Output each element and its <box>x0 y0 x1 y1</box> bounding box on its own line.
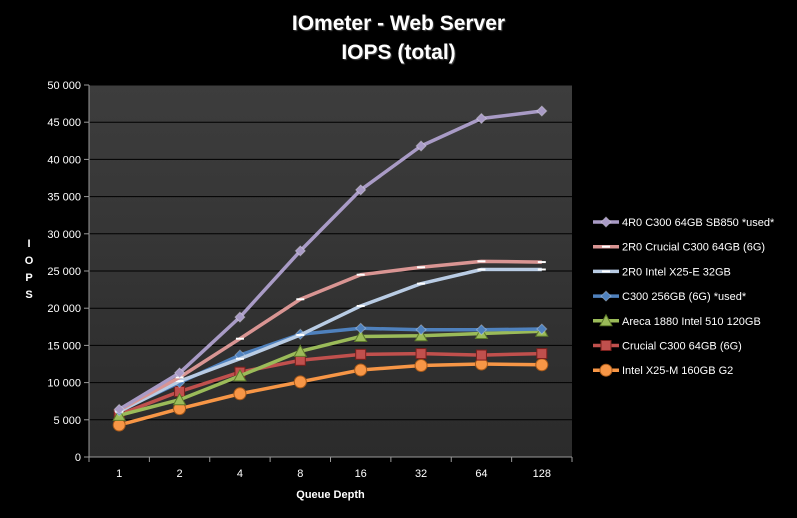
x-axis-title: Queue Depth <box>296 489 365 501</box>
data-point <box>234 311 246 323</box>
y-tick-label: 35 000 <box>47 192 81 204</box>
data-point <box>293 375 307 389</box>
data-point <box>172 392 187 406</box>
legend-label: C300 256GB (6G) *used* <box>622 291 747 303</box>
data-point <box>113 403 125 416</box>
chart-title: IOmeter - Web Server <box>291 12 506 35</box>
data-point <box>415 324 427 336</box>
x-tick-label: 8 <box>297 468 303 480</box>
legend-label: Crucial C300 64GB (6G) <box>622 341 742 353</box>
data-point <box>293 344 308 357</box>
data-point <box>354 363 368 377</box>
y-tick-label: 40 000 <box>47 154 81 166</box>
data-point <box>415 348 427 360</box>
data-point <box>354 184 367 196</box>
x-tick-label: 2 <box>177 468 183 480</box>
y-tick-label: 15 000 <box>47 340 81 352</box>
series-line <box>118 267 542 414</box>
data-point <box>233 387 247 401</box>
data-point <box>294 245 307 257</box>
y-tick-label: 10 000 <box>47 378 81 390</box>
data-point <box>415 140 427 152</box>
y-tick-label: 0 <box>75 452 81 464</box>
x-tick-label: 32 <box>415 468 427 480</box>
data-point <box>535 358 549 372</box>
data-point <box>355 348 367 360</box>
data-point <box>233 368 247 382</box>
y-tick-label: 25 000 <box>47 266 81 278</box>
series-line <box>118 109 543 411</box>
data-point <box>414 358 428 372</box>
legend-label: 2R0 Crucial C300 64GB (6G) <box>622 242 765 254</box>
series-line <box>118 351 542 417</box>
y-tick-label: 20 000 <box>47 303 81 315</box>
y-tick-label: 30 000 <box>47 229 81 241</box>
data-point <box>536 323 548 335</box>
y-tick-label: 50 000 <box>47 80 81 92</box>
x-tick-label: 1 <box>116 468 122 480</box>
legend-label: Intel X25-M 160GB G2 <box>622 365 733 377</box>
data-point <box>173 367 186 379</box>
x-tick-label: 128 <box>533 468 551 480</box>
data-point <box>475 324 488 336</box>
legend-label: 4R0 C300 64GB SB850 *used* <box>622 217 775 229</box>
chart-subtitle: IOPS (total) <box>341 41 456 64</box>
data-point <box>353 329 368 342</box>
series-line <box>118 329 542 418</box>
x-tick-label: 4 <box>237 468 243 480</box>
legend-marker <box>600 290 612 302</box>
data-point <box>536 105 548 117</box>
legend-marker <box>600 216 612 228</box>
series-line <box>118 362 542 427</box>
x-tick-label: 16 <box>355 468 367 480</box>
legend-marker <box>599 363 613 377</box>
series-line <box>118 259 542 412</box>
legend-label: 2R0 Intel X25-E 32GB <box>622 266 731 278</box>
legend-marker <box>600 340 612 351</box>
data-point <box>414 328 428 342</box>
data-point <box>536 348 548 360</box>
legend-marker <box>599 313 613 327</box>
data-point <box>354 322 367 334</box>
y-tick-label: 5 000 <box>53 415 81 427</box>
x-tick-label: 64 <box>475 468 487 480</box>
data-point <box>475 349 487 361</box>
legend-label: Areca 1880 Intel 510 120GB <box>622 316 761 328</box>
y-tick-label: 45 000 <box>47 117 81 129</box>
data-point <box>475 112 488 125</box>
